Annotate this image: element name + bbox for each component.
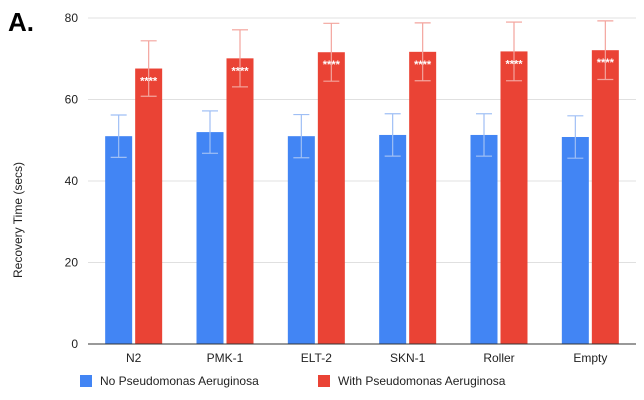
bar bbox=[287, 136, 315, 344]
bars bbox=[105, 50, 619, 344]
bar bbox=[226, 58, 254, 344]
panel-label: A. bbox=[8, 7, 34, 37]
significance-label: **** bbox=[231, 65, 249, 77]
bar bbox=[317, 52, 345, 344]
x-tick-label: ELT-2 bbox=[301, 351, 332, 365]
y-tick-label: 40 bbox=[65, 174, 79, 188]
significance-label: **** bbox=[414, 59, 432, 71]
x-tick-label: PMK-1 bbox=[207, 351, 244, 365]
y-tick-label: 0 bbox=[71, 337, 78, 351]
x-tick-labels: N2 PMK-1 ELT-2 SKN-1 Roller Empty bbox=[126, 351, 607, 365]
x-tick-label: N2 bbox=[126, 351, 142, 365]
y-tick-label: 60 bbox=[65, 93, 79, 107]
significance-labels: **** **** **** **** **** **** bbox=[140, 57, 615, 87]
significance-label: **** bbox=[140, 76, 158, 88]
legend: No Pseudomonas Aeruginosa With Pseudomona… bbox=[80, 374, 506, 388]
bar bbox=[409, 51, 437, 344]
legend-label: With Pseudomonas Aeruginosa bbox=[338, 374, 506, 388]
bar bbox=[500, 51, 528, 344]
y-tick-label: 80 bbox=[65, 11, 79, 25]
y-axis-title: Recovery Time (secs) bbox=[11, 162, 25, 278]
bar bbox=[591, 50, 619, 344]
x-tick-label: Empty bbox=[573, 351, 607, 365]
y-tick-labels: 0 20 40 60 80 bbox=[65, 11, 79, 351]
bar bbox=[379, 134, 407, 344]
error-bars bbox=[110, 20, 614, 159]
bar bbox=[561, 136, 589, 344]
significance-label: **** bbox=[505, 58, 523, 70]
legend-swatch bbox=[318, 375, 330, 387]
x-tick-label: SKN-1 bbox=[390, 351, 426, 365]
gridlines bbox=[88, 17, 636, 263]
legend-label: No Pseudomonas Aeruginosa bbox=[100, 374, 259, 388]
x-tick-label: Roller bbox=[483, 351, 514, 365]
bar bbox=[470, 134, 498, 344]
legend-swatch bbox=[80, 375, 92, 387]
bar bbox=[135, 68, 163, 344]
significance-label: **** bbox=[323, 59, 341, 71]
bar bbox=[105, 136, 133, 344]
y-tick-label: 20 bbox=[65, 256, 79, 270]
bar bbox=[196, 132, 224, 344]
significance-label: **** bbox=[597, 57, 615, 69]
